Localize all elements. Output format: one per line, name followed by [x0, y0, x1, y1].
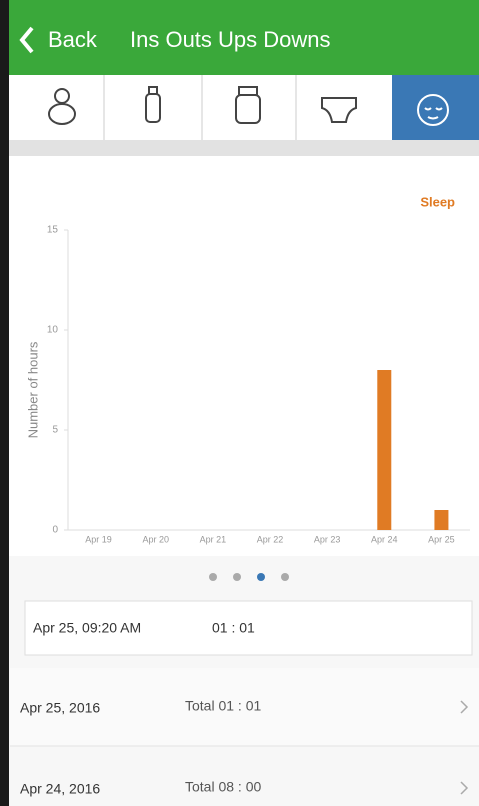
nav-bar — [0, 0, 479, 75]
x-tick-label: Apr 21 — [200, 534, 227, 544]
tab-sleep[interactable] — [417, 94, 449, 126]
back-icon[interactable] — [19, 26, 34, 54]
x-tick-label: Apr 22 — [257, 534, 284, 544]
row-date: Apr 25, 2016 — [20, 700, 100, 716]
tab-bottle[interactable] — [145, 86, 161, 123]
page-dot[interactable] — [233, 573, 241, 581]
y-tick-label: 0 — [52, 525, 58, 536]
legend-label: Sleep — [420, 194, 455, 209]
y-tick-label: 10 — [47, 325, 59, 336]
detail-time: Apr 25, 09:20 AM — [33, 620, 141, 636]
row-total: Total 01 : 01 — [185, 698, 261, 714]
back-button[interactable]: Back — [48, 27, 98, 52]
row-date: Apr 24, 2016 — [20, 781, 100, 797]
chart: Number of hours 0 5 10 15 Sleep Apr 19 Apr 20 A… — [25, 194, 470, 544]
day-row[interactable]: Apr 25, 2016 Total 01 : 01 — [10, 668, 479, 746]
day-row[interactable]: Apr 24, 2016 Total 08 : 00 — [20, 779, 469, 797]
row-bg — [10, 668, 479, 746]
y-tick-label: 15 — [47, 225, 59, 236]
tab-feeding[interactable] — [48, 88, 76, 125]
row-total: Total 08 : 00 — [185, 779, 261, 795]
page-dot[interactable] — [281, 573, 289, 581]
page-dot[interactable] — [257, 573, 265, 581]
tab-bar — [0, 75, 479, 140]
bar — [377, 370, 392, 530]
nav-title: Ins Outs Ups Downs — [130, 27, 331, 52]
detail-duration: 01 : 01 — [212, 620, 255, 636]
chart-card — [0, 156, 479, 556]
detail-row[interactable] — [24, 600, 473, 656]
tab-selected[interactable] — [392, 75, 479, 140]
x-tick-label: Apr 23 — [314, 534, 341, 544]
separator — [0, 140, 479, 156]
x-tick-label: Apr 19 — [85, 534, 112, 544]
tab-jar[interactable] — [235, 86, 261, 124]
x-tick-label: Apr 24 — [371, 534, 398, 544]
y-tick-label: 5 — [52, 425, 58, 436]
chevron — [460, 781, 469, 795]
bar — [434, 510, 449, 530]
chevron — [460, 700, 469, 714]
y-axis-label: Number of hours — [25, 341, 40, 438]
x-tick-label: Apr 20 — [142, 534, 169, 544]
tab-diaper[interactable] — [321, 97, 357, 123]
left-edge — [0, 0, 9, 806]
x-tick-label: Apr 25 — [428, 534, 455, 544]
page-dots — [209, 573, 289, 581]
page-dot[interactable] — [209, 573, 217, 581]
